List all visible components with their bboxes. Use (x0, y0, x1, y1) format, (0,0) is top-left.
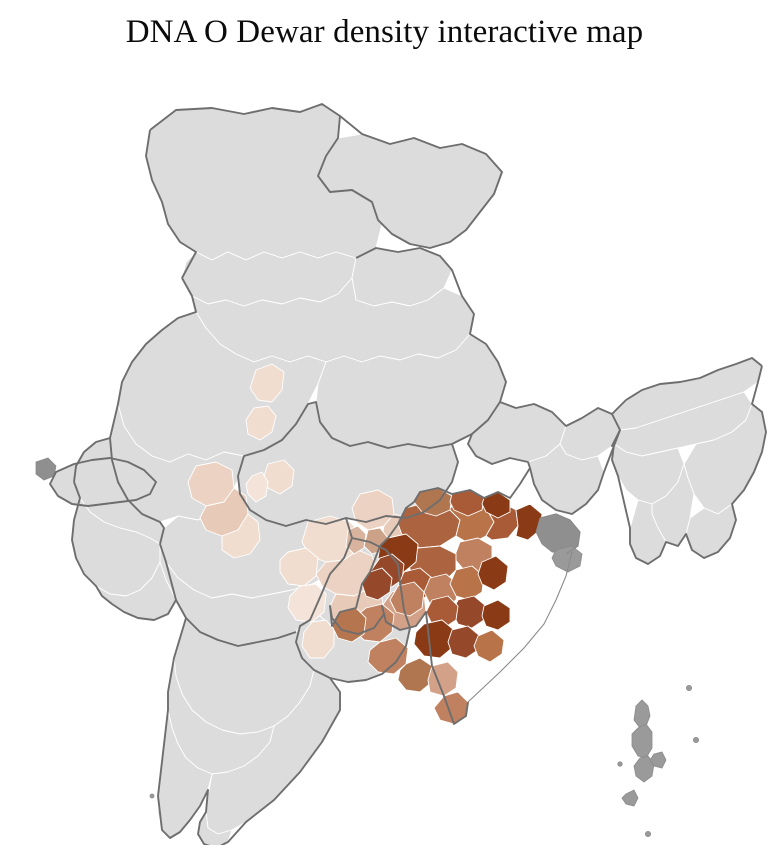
andaman-nicobar-islands (149, 685, 700, 838)
coastline (467, 513, 581, 703)
page-title: DNA O Dewar density interactive map (125, 14, 644, 50)
districts-low-density[interactable] (187, 363, 295, 559)
map-svg[interactable] (0, 52, 769, 845)
india-choropleth-map[interactable] (0, 52, 769, 845)
state-boundaries (49, 103, 767, 845)
districts-no-data[interactable] (49, 103, 767, 845)
districts-high-density[interactable] (361, 487, 543, 663)
